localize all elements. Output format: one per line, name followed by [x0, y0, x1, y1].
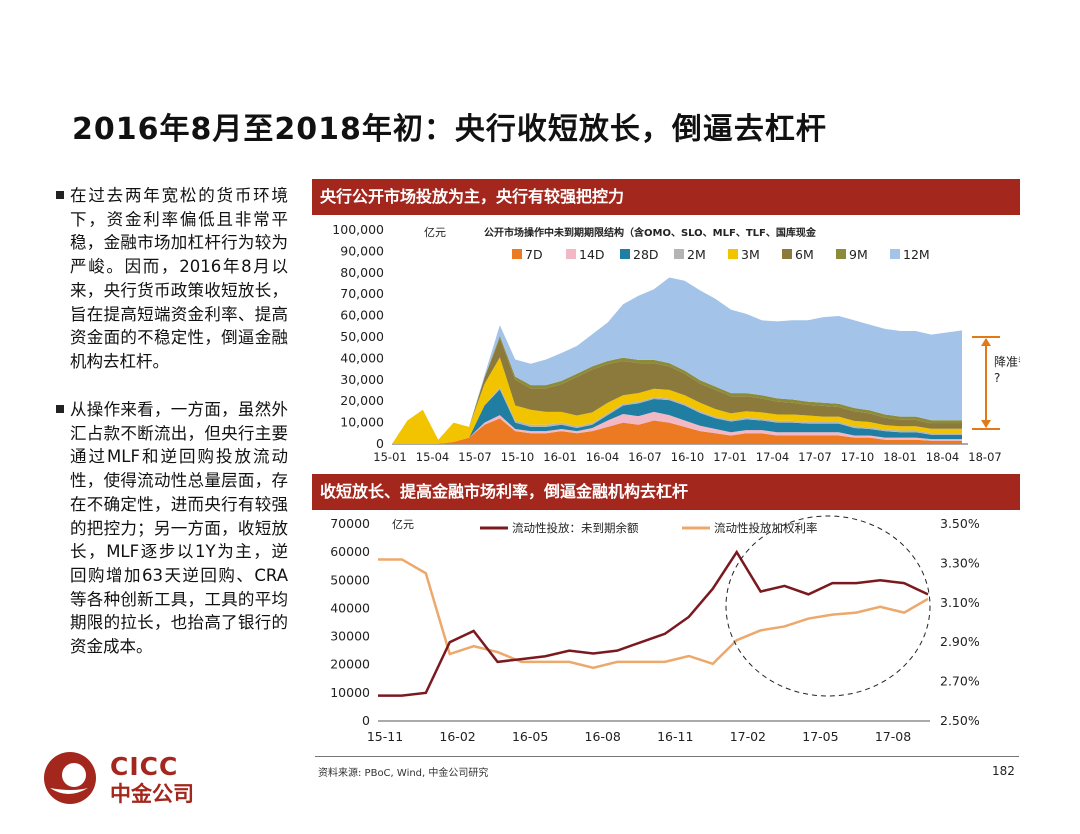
- x-tick-label: 15-07: [458, 450, 491, 464]
- x-tick-label: 18-04: [926, 450, 959, 464]
- cicc-logo-icon: [44, 752, 96, 804]
- chart1-banner: 央行公开市场投放为主，央行有较强把控力: [312, 179, 1020, 215]
- legend-label: 7D: [525, 247, 543, 262]
- area-series-6M: [392, 338, 962, 444]
- y2-tick-label: 2.90%: [940, 634, 980, 649]
- legend-swatch: [728, 249, 738, 259]
- y-tick-label: 30,000: [340, 372, 384, 387]
- y2-tick-label: 2.70%: [940, 674, 980, 689]
- x-tick-label: 16-01: [543, 450, 576, 464]
- chart1-stacked-area: 0 10,000 20,000 30,000 40,000 50,000 60,000 70,…: [332, 222, 1020, 464]
- y-tick-label: 70000: [330, 516, 370, 531]
- legend-label: 6M: [795, 247, 814, 262]
- legend-label: 14D: [579, 247, 605, 262]
- x-tick-label: 17-04: [756, 450, 789, 464]
- x-tick-label: 16-11: [657, 729, 693, 744]
- page-title: 2016年8月至2018年初：央行收短放长，倒逼去杠杆: [72, 112, 827, 147]
- legend-label: 3M: [741, 247, 760, 262]
- legend-swatch: [836, 249, 846, 259]
- unit-label: 亿元: [392, 518, 414, 531]
- y-tick-label: 60000: [330, 544, 370, 559]
- legend-swatch: [620, 249, 630, 259]
- legend-label: 12M: [903, 247, 930, 262]
- y-tick-label: 10,000: [340, 415, 384, 430]
- y-tick-label: 60,000: [340, 308, 384, 323]
- x-tick-label: 16-05: [512, 729, 548, 744]
- x-tick-label: 17-07: [798, 450, 831, 464]
- y2-tick-label: 3.30%: [940, 555, 980, 570]
- x-tick-label: 18-07: [968, 450, 1001, 464]
- legend-label: 2M: [687, 247, 706, 262]
- area-series-3M: [392, 357, 962, 444]
- legend-label: 9M: [849, 247, 868, 262]
- x-tick-label: 16-10: [671, 450, 704, 464]
- annotation-line-1: 降准替代: [994, 355, 1020, 369]
- area-series-14D: [392, 411, 962, 444]
- y-tick-label: 40,000: [340, 350, 384, 365]
- legend-label: 28D: [633, 247, 659, 262]
- highlight-circle: [725, 515, 931, 697]
- arrow-head-down: [981, 420, 991, 429]
- x-tick-label: 15-11: [367, 729, 403, 744]
- logo-wordmark: CICC: [110, 752, 179, 781]
- y-tick-label: 20,000: [340, 393, 384, 408]
- bullet-text: 在过去两年宽松的货币环境下，资金利率偏低且非常平稳，金融市场加杠杆行为较为严峻。…: [70, 186, 288, 371]
- x-tick-label: 15-10: [501, 450, 534, 464]
- footer-divider: [315, 756, 1019, 757]
- x-tick-label: 17-05: [802, 729, 838, 744]
- unit-label: 亿元: [424, 226, 446, 239]
- y-tick-label: 80,000: [340, 265, 384, 280]
- x-tick-label: 15-04: [416, 450, 449, 464]
- logo-chinese-name: 中金公司: [110, 782, 194, 806]
- area-series-12M: [392, 277, 962, 444]
- page-number: 182: [992, 764, 1015, 778]
- y-tick-label: 0: [362, 713, 370, 728]
- bullet-text: 从操作来看，一方面，虽然外汇占款不断流出，但央行主要通过MLF和逆回购投放流动性…: [70, 400, 288, 657]
- x-tick-label: 17-08: [875, 729, 911, 744]
- x-tick-label: 18-01: [883, 450, 916, 464]
- y2-tick-label: 3.50%: [940, 516, 980, 531]
- x-tick-label: 16-04: [586, 450, 619, 464]
- legend-swatch: [782, 249, 792, 259]
- y2-tick-label: 2.50%: [940, 713, 980, 728]
- y-tick-label: 90,000: [340, 243, 384, 258]
- annotation-line-2: ?: [994, 371, 1000, 385]
- y-tick-label: 40000: [330, 600, 370, 615]
- bullet-marker: [56, 405, 64, 413]
- area-series-7D: [392, 418, 962, 444]
- legend-swatch: [566, 249, 576, 259]
- x-tick-label: 16-07: [628, 450, 661, 464]
- y-tick-label: 70,000: [340, 286, 384, 301]
- bullet-item-1: 在过去两年宽松的货币环境下，资金利率偏低且非常平稳，金融市场加杠杆行为较为严峻。…: [56, 184, 288, 374]
- y-tick-label: 30000: [330, 629, 370, 644]
- chart2-banner: 收短放长、提高金融市场利率，倒逼金融机构去杠杆: [312, 474, 1020, 510]
- area-series-28D: [392, 389, 962, 444]
- x-tick-label: 15-01: [373, 450, 406, 464]
- y-tick-label: 10000: [330, 685, 370, 700]
- y-tick-label: 100,000: [332, 222, 384, 237]
- bullet-marker: [56, 191, 64, 199]
- x-tick-label: 17-10: [841, 450, 874, 464]
- y-tick-label: 20000: [330, 657, 370, 672]
- x-tick-label: 17-02: [730, 729, 766, 744]
- line-series-balance: [378, 549, 929, 697]
- x-tick-label: 17-01: [713, 450, 746, 464]
- legend-label: 流动性投放加权利率: [714, 521, 818, 535]
- legend-swatch: [674, 249, 684, 259]
- bullet-item-2: 从操作来看，一方面，虽然外汇占款不断流出，但央行主要通过MLF和逆回购投放流动性…: [56, 398, 288, 659]
- line-series-rate: [378, 558, 929, 670]
- legend-swatch: [890, 249, 900, 259]
- chart2-line-dual-axis: 0 10000 20000 30000 40000 50000 60000 70000 2.50…: [330, 515, 980, 744]
- source-note: 资料来源: PBoC, Wind, 中金公司研究: [318, 768, 489, 779]
- arrow-head-up: [981, 338, 991, 346]
- y-tick-label: 0: [376, 436, 384, 451]
- x-tick-label: 16-02: [439, 729, 475, 744]
- y-tick-label: 50000: [330, 572, 370, 587]
- legend-label: 流动性投放：未到期余额: [512, 521, 639, 535]
- legend-title: 公开市场操作中未到期期限结构（含OMO、SLO、MLF、TLF、国库现金: [484, 226, 817, 239]
- legend-swatch: [512, 249, 522, 259]
- x-tick-label: 16-08: [585, 729, 621, 744]
- y-tick-label: 50,000: [340, 329, 384, 344]
- y2-tick-label: 3.10%: [940, 595, 980, 610]
